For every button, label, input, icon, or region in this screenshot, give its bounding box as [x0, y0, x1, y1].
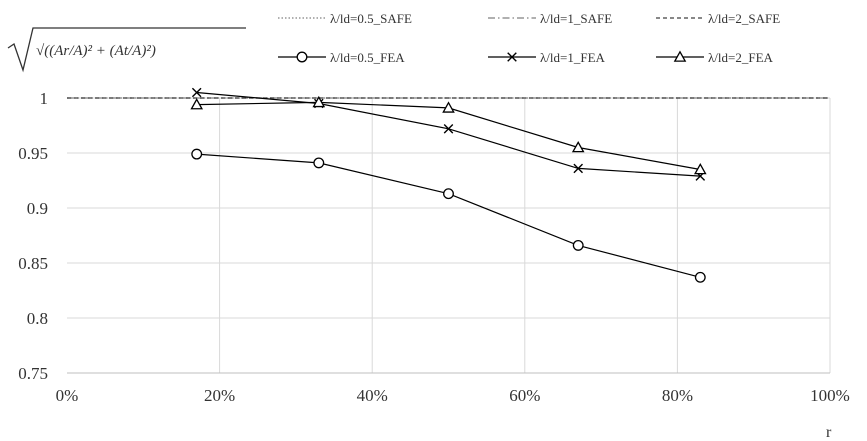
- legend-label: λ/ld=0.5_SAFE: [330, 11, 412, 26]
- series-4-point: [191, 87, 202, 98]
- y-tick-label: 0.8: [27, 309, 48, 328]
- grid: [67, 97, 831, 373]
- x-tick-label: 40%: [357, 386, 388, 405]
- x-tick-label: 100%: [810, 386, 850, 405]
- series-5-point: [190, 98, 204, 110]
- legend-label: λ/ld=1_FEA: [540, 50, 606, 65]
- series-3-point: [191, 148, 203, 160]
- series-5-point: [442, 101, 455, 113]
- x-tick-label: 80%: [662, 386, 693, 405]
- x-axis-title: r: [826, 424, 832, 441]
- legend-marker: [296, 51, 308, 63]
- series-3-line: [196, 153, 701, 278]
- y-tick-label: 0.9: [27, 199, 48, 218]
- y-tick-label: 0.85: [18, 254, 48, 273]
- legend-item: λ/ld=0.5_FEA: [278, 50, 405, 65]
- x-tick-label: 60%: [509, 386, 540, 405]
- series-5-point: [312, 95, 326, 108]
- legend-label: λ/ld=2_SAFE: [708, 11, 780, 26]
- series-3-point: [313, 157, 325, 169]
- y-tick-label: 0.75: [18, 364, 48, 383]
- y-tick-label: 1: [40, 89, 49, 108]
- series-3-point: [694, 271, 706, 283]
- x-tick-label: 0%: [56, 386, 79, 405]
- series-5-point: [693, 162, 707, 175]
- legend-label: λ/ld=1_SAFE: [540, 11, 612, 26]
- legend-label: λ/ld=2_FEA: [708, 50, 774, 65]
- legend-marker: [507, 52, 517, 62]
- tick-labels: 0.75 0.8 0.85 0.9 0.95 1 0% 20% 40% 60% 80% 100%: [18, 89, 850, 405]
- legend-item: λ/ld=2_FEA: [656, 50, 774, 65]
- series-3-point: [572, 239, 584, 251]
- series-5-point: [571, 140, 585, 153]
- legend-item: λ/ld=0.5_SAFE: [278, 11, 412, 26]
- series-4-point: [443, 124, 454, 134]
- series-3-point: [443, 188, 454, 200]
- series-4-point: [573, 163, 584, 174]
- legend-marker: [673, 50, 687, 62]
- legend-item: λ/ld=2_SAFE: [656, 11, 780, 26]
- legend-label: λ/ld=0.5_FEA: [330, 50, 405, 65]
- legend-item: λ/ld=1_SAFE: [488, 11, 612, 26]
- legend-item: λ/ld=1_FEA: [488, 50, 606, 65]
- markers: [190, 87, 707, 283]
- series-lines: [67, 91, 830, 278]
- y-tick-label: 0.95: [18, 144, 48, 163]
- legend: λ/ld=0.5_SAFE λ/ld=1_SAFE λ/ld=2_SAFE λ/ld=…: [278, 11, 780, 65]
- x-tick-label: 20%: [204, 386, 235, 405]
- y-axis-title-text: √((Ar/A)² + (At/A)²): [36, 43, 156, 59]
- y-axis-title: √((Ar/A)² + (At/A)²): [7, 27, 246, 73]
